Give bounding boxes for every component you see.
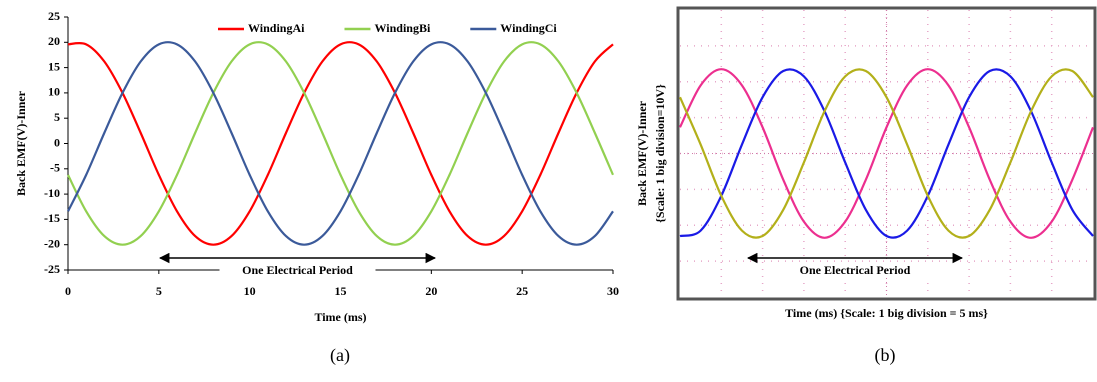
figure: -25 -20 -15 -10 -5 0 5 10 15 20 25 0 5 10 15 20 25 30 Wind… [0,0,1097,382]
caption: (b) [875,345,896,366]
y-tick-label: -25 [44,262,60,276]
y-tick-label: 20 [48,34,60,48]
y-tick-label: 5 [54,110,60,124]
annotation: One Electrical Period [800,263,911,277]
legend-label: WindingBi [374,21,430,35]
y-tick-label: -10 [44,186,60,200]
legend-label: WindingAi [248,21,305,35]
y-axis-title: Back EMF(V)-Inner [14,90,28,196]
annotation: One Electrical Period [242,263,353,277]
x-axis-title: Time (ms) {Scale: 1 big division = 5 ms} [785,306,988,320]
x-tick-label: 30 [607,284,619,298]
y-tick-label: 15 [48,59,60,73]
y-tick-label: -20 [44,236,60,250]
y-tick-label: 25 [48,9,60,23]
series-line [68,42,613,245]
y-tick-label: -5 [50,161,60,175]
y-axis-title: {Scale: 1 big division=10V} [653,84,667,223]
x-axis-title: Time (ms) [314,310,366,324]
x-tick-label: 0 [65,284,71,298]
x-tick-label: 20 [425,284,437,298]
caption: (a) [330,345,350,366]
y-tick-label: 0 [54,135,60,149]
legend-label: WindingCi [500,21,557,35]
y-axis-title: Back EMF(V)-Inner [635,100,649,206]
series-line [68,42,613,245]
x-tick-label: 5 [156,284,162,298]
y-tick-label: 10 [48,85,60,99]
y-tick-label: -15 [44,211,60,225]
x-tick-label: 15 [335,284,347,298]
series-line [68,42,613,245]
x-tick-label: 25 [516,284,528,298]
x-tick-label: 10 [244,284,256,298]
